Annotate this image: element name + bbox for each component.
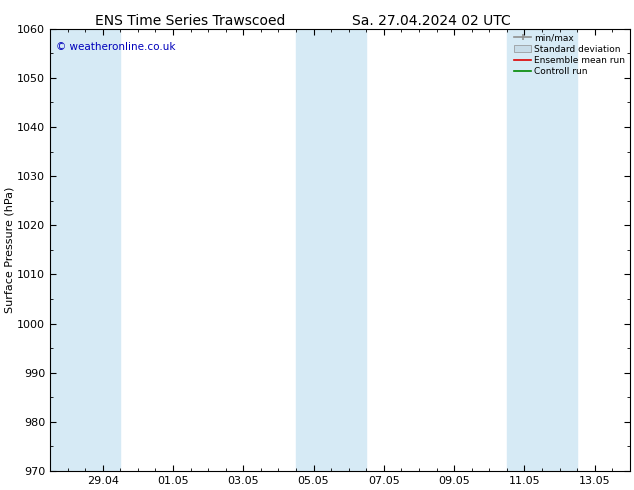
Bar [331,29,366,471]
Text: ENS Time Series Trawscoed: ENS Time Series Trawscoed [95,14,285,28]
Text: Sa. 27.04.2024 02 UTC: Sa. 27.04.2024 02 UTC [352,14,510,28]
Bar [542,29,577,471]
Bar [85,29,120,471]
Bar [507,29,542,471]
Bar [296,29,331,471]
Text: © weatheronline.co.uk: © weatheronline.co.uk [56,42,175,52]
Legend: min/max, Standard deviation, Ensemble mean run, Controll run: min/max, Standard deviation, Ensemble me… [514,33,625,76]
Y-axis label: Surface Pressure (hPa): Surface Pressure (hPa) [4,187,14,313]
Bar [50,29,85,471]
